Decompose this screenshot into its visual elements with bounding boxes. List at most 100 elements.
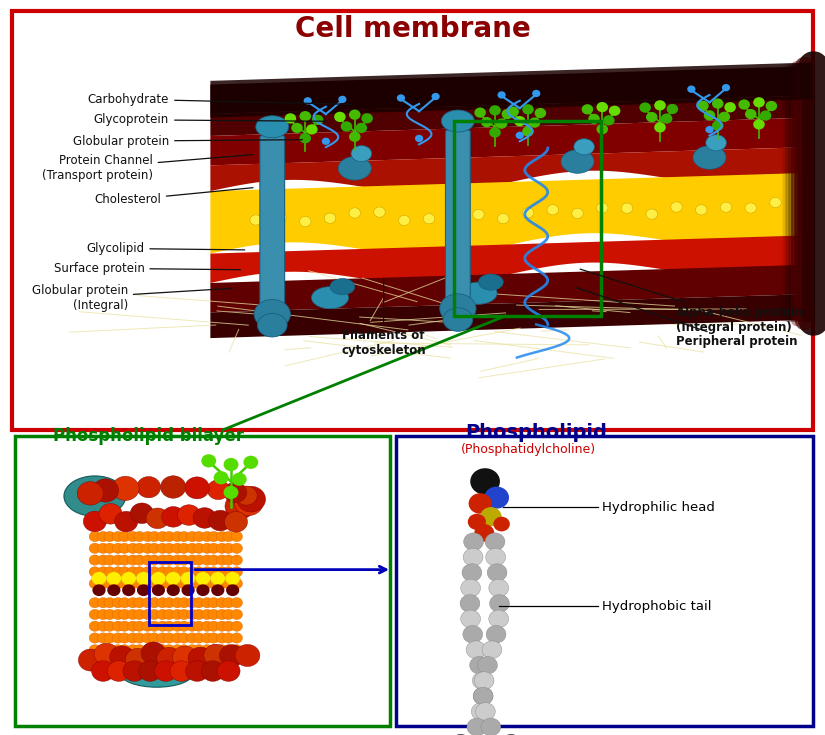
Circle shape <box>193 531 205 542</box>
Circle shape <box>687 85 695 93</box>
Circle shape <box>157 648 182 670</box>
Circle shape <box>127 578 139 589</box>
Circle shape <box>185 477 210 499</box>
Circle shape <box>127 621 139 631</box>
Circle shape <box>224 482 247 503</box>
Circle shape <box>232 473 247 486</box>
Polygon shape <box>210 147 813 193</box>
Circle shape <box>148 609 160 620</box>
Circle shape <box>99 503 122 524</box>
Polygon shape <box>210 66 813 114</box>
Circle shape <box>231 645 243 655</box>
Circle shape <box>119 567 130 577</box>
Circle shape <box>188 647 213 669</box>
Circle shape <box>463 625 483 643</box>
Circle shape <box>482 641 502 659</box>
Circle shape <box>157 645 168 655</box>
Ellipse shape <box>120 658 194 687</box>
Circle shape <box>654 122 666 132</box>
Circle shape <box>468 514 486 530</box>
Text: Cell membrane: Cell membrane <box>295 15 530 43</box>
Circle shape <box>474 107 486 118</box>
Polygon shape <box>210 96 813 136</box>
Circle shape <box>231 555 243 565</box>
Circle shape <box>152 584 165 596</box>
Circle shape <box>216 621 228 631</box>
Circle shape <box>223 555 234 565</box>
Circle shape <box>217 661 240 681</box>
Circle shape <box>172 555 183 565</box>
Ellipse shape <box>693 146 726 169</box>
Circle shape <box>231 531 243 542</box>
Circle shape <box>712 121 724 131</box>
Circle shape <box>142 567 153 577</box>
Circle shape <box>397 94 405 101</box>
Circle shape <box>127 609 139 620</box>
Circle shape <box>123 661 146 681</box>
Circle shape <box>178 645 190 655</box>
Circle shape <box>186 578 198 589</box>
Circle shape <box>193 609 205 620</box>
Circle shape <box>178 621 190 631</box>
Circle shape <box>107 584 120 596</box>
Circle shape <box>720 202 732 212</box>
Circle shape <box>172 609 183 620</box>
Circle shape <box>148 645 160 655</box>
Circle shape <box>596 102 608 112</box>
Circle shape <box>104 609 116 620</box>
Circle shape <box>208 609 219 620</box>
Circle shape <box>104 567 116 577</box>
Circle shape <box>119 531 130 542</box>
Circle shape <box>186 531 198 542</box>
Circle shape <box>166 572 181 585</box>
Circle shape <box>157 578 168 589</box>
Ellipse shape <box>440 294 476 323</box>
Circle shape <box>119 543 130 553</box>
Circle shape <box>529 118 540 128</box>
Circle shape <box>231 567 243 577</box>
Circle shape <box>127 567 139 577</box>
Circle shape <box>219 645 244 667</box>
Circle shape <box>216 555 228 565</box>
Circle shape <box>92 661 115 681</box>
Text: Globular protein: Globular protein <box>73 135 303 148</box>
Circle shape <box>110 646 134 668</box>
Circle shape <box>481 117 493 127</box>
Circle shape <box>306 124 318 135</box>
Circle shape <box>148 555 160 565</box>
FancyBboxPatch shape <box>446 130 470 304</box>
Circle shape <box>186 543 198 553</box>
Circle shape <box>704 110 715 121</box>
Circle shape <box>766 101 777 111</box>
Circle shape <box>142 621 153 631</box>
Circle shape <box>172 531 183 542</box>
Circle shape <box>181 572 196 585</box>
Circle shape <box>770 197 781 207</box>
Circle shape <box>89 543 101 553</box>
Circle shape <box>209 510 232 531</box>
Circle shape <box>488 579 508 597</box>
Circle shape <box>142 578 153 589</box>
Circle shape <box>480 507 502 526</box>
Circle shape <box>196 572 210 585</box>
Text: Phospholipid bilayer: Phospholipid bilayer <box>53 427 244 445</box>
Circle shape <box>172 645 183 655</box>
Circle shape <box>621 203 633 213</box>
Circle shape <box>304 97 312 104</box>
Circle shape <box>112 609 124 620</box>
Circle shape <box>142 543 153 553</box>
Circle shape <box>489 105 501 115</box>
Circle shape <box>186 661 209 681</box>
Circle shape <box>142 598 153 608</box>
Circle shape <box>201 598 213 608</box>
Circle shape <box>208 543 219 553</box>
Text: Glycoprotein: Glycoprotein <box>94 113 328 126</box>
Circle shape <box>146 508 169 528</box>
Circle shape <box>234 490 263 515</box>
Circle shape <box>134 633 145 643</box>
Circle shape <box>312 115 323 125</box>
Circle shape <box>193 578 205 589</box>
Circle shape <box>177 505 200 526</box>
Circle shape <box>349 110 361 120</box>
Circle shape <box>753 119 765 129</box>
